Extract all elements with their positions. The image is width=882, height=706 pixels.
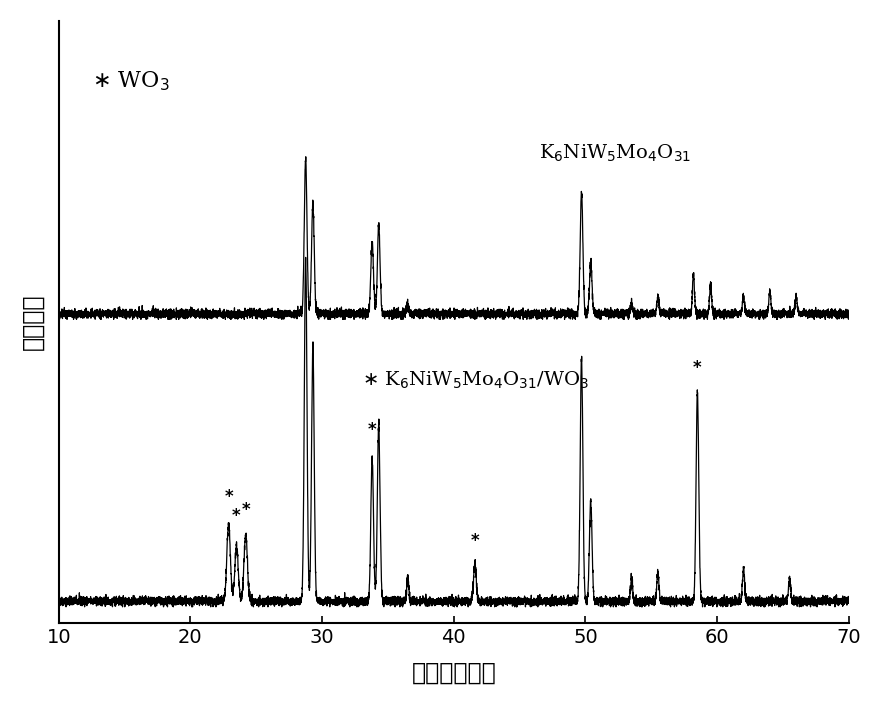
Text: *: *: [368, 421, 377, 439]
Y-axis label: 衍射强度: 衍射强度: [21, 294, 45, 350]
Text: $\ast$ WO$_3$: $\ast$ WO$_3$: [92, 70, 169, 93]
Text: *: *: [224, 488, 233, 506]
Text: *: *: [232, 507, 241, 525]
X-axis label: 衍射角（度）: 衍射角（度）: [411, 661, 497, 685]
Text: *: *: [693, 359, 702, 376]
Text: *: *: [242, 501, 250, 519]
Text: K$_6$NiW$_5$Mo$_4$O$_{31}$: K$_6$NiW$_5$Mo$_4$O$_{31}$: [540, 143, 691, 164]
Text: *: *: [470, 532, 479, 550]
Text: $\ast$ K$_6$NiW$_5$Mo$_4$O$_{31}$/WO$_3$: $\ast$ K$_6$NiW$_5$Mo$_4$O$_{31}$/WO$_3$: [362, 369, 588, 391]
